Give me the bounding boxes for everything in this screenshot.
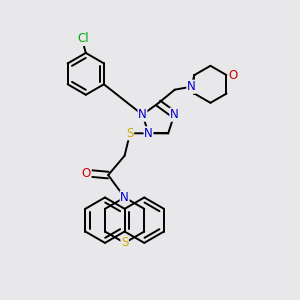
Text: O: O (228, 68, 238, 82)
Text: Cl: Cl (77, 32, 88, 45)
Text: N: N (170, 108, 178, 121)
Text: N: N (138, 108, 147, 121)
Text: N: N (187, 80, 196, 93)
Text: N: N (120, 191, 129, 204)
Text: O: O (82, 167, 91, 180)
Text: N: N (144, 127, 153, 140)
Text: S: S (126, 127, 134, 140)
Text: S: S (121, 236, 128, 249)
